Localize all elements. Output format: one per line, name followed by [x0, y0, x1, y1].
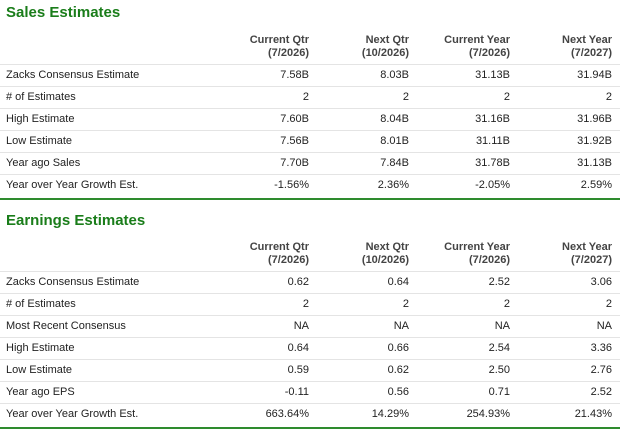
earnings-estimates-section: Earnings Estimates Current Qtr (7/2026) N…	[0, 208, 620, 429]
table-row: # of Estimates 2 2 2 2	[0, 293, 620, 316]
table-cell: 0.56	[317, 381, 417, 404]
table-row: Year over Year Growth Est. -1.56% 2.36% -2.…	[0, 173, 620, 196]
table-cell: -1.56%	[217, 173, 317, 196]
table-row: Zacks Consensus Estimate 0.62 0.64 2.52 3.06	[0, 271, 620, 294]
table-cell: 7.58B	[217, 63, 317, 86]
table-cell: 7.56B	[217, 129, 317, 152]
sales-estimates-table: Current Qtr (7/2026) Next Qtr (10/2026) Cu…	[0, 26, 620, 196]
table-cell: NA	[217, 315, 317, 338]
earnings-estimates-title: Earnings Estimates	[6, 211, 146, 229]
table-cell: 14.29%	[317, 403, 417, 425]
table-cell: 31.13B	[417, 63, 518, 86]
row-label: Low Estimate	[0, 129, 217, 152]
column-header: Current Year (7/2026)	[444, 33, 510, 59]
row-label: Most Recent Consensus	[0, 315, 217, 338]
row-label: High Estimate	[0, 337, 217, 360]
table-cell: 2	[417, 293, 518, 316]
table-cell: 31.78B	[417, 151, 518, 174]
column-header: Current Qtr (7/2026)	[249, 241, 309, 266]
table-cell: 7.60B	[217, 107, 317, 130]
table-cell: 2	[217, 85, 317, 108]
table-cell: 0.62	[217, 271, 317, 294]
table-row: Low Estimate 0.59 0.62 2.50 2.76	[0, 359, 620, 382]
row-label: Year ago EPS	[0, 381, 217, 404]
table-cell: 8.04B	[317, 107, 417, 130]
column-header: Next Qtr (10/2026)	[361, 241, 409, 266]
table-cell: -0.11	[217, 381, 317, 404]
table-cell: 0.64	[217, 337, 317, 360]
table-cell: 7.84B	[317, 151, 417, 174]
row-label: High Estimate	[0, 107, 217, 130]
row-label: Zacks Consensus Estimate	[0, 271, 217, 294]
table-cell: 2.36%	[317, 173, 417, 196]
table-cell: 8.03B	[317, 63, 417, 86]
table-cell: 2	[518, 293, 620, 316]
table-cell: 21.43%	[518, 403, 620, 425]
table-cell: 3.36	[518, 337, 620, 360]
column-header: Next Year (7/2027)	[562, 241, 612, 266]
table-cell: 2	[317, 85, 417, 108]
row-label-header	[0, 234, 217, 272]
table-cell: 2.59%	[518, 173, 620, 196]
table-row: High Estimate 7.60B 8.04B 31.16B 31.96B	[0, 107, 620, 130]
table-row: Most Recent Consensus NA NA NA NA	[0, 315, 620, 338]
row-label: Year ago Sales	[0, 151, 217, 174]
table-cell: 2.52	[417, 271, 518, 294]
sales-estimates-title: Sales Estimates	[6, 4, 121, 21]
table-cell: 31.16B	[417, 107, 518, 130]
table-cell: 2.54	[417, 337, 518, 360]
table-cell: 31.96B	[518, 107, 620, 130]
table-cell: 254.93%	[417, 403, 518, 425]
row-label: Year over Year Growth Est.	[0, 403, 217, 425]
row-label-header	[0, 26, 217, 64]
row-label: Low Estimate	[0, 359, 217, 382]
table-cell: NA	[317, 315, 417, 338]
table-cell: 2	[317, 293, 417, 316]
table-cell: 0.71	[417, 381, 518, 404]
table-cell: 0.59	[217, 359, 317, 382]
table-cell: 2	[217, 293, 317, 316]
table-cell: 2	[518, 85, 620, 108]
table-cell: 3.06	[518, 271, 620, 294]
table-cell: 0.66	[317, 337, 417, 360]
table-cell: 663.64%	[217, 403, 317, 425]
table-row: Zacks Consensus Estimate 7.58B 8.03B 31.13B…	[0, 63, 620, 86]
table-cell: -2.05%	[417, 173, 518, 196]
row-label: Zacks Consensus Estimate	[0, 63, 217, 86]
table-cell: 0.62	[317, 359, 417, 382]
table-cell: 2.52	[518, 381, 620, 404]
table-cell: 31.13B	[518, 151, 620, 174]
table-row: Year over Year Growth Est. 663.64% 14.29% 2…	[0, 403, 620, 425]
table-row: # of Estimates 2 2 2 2	[0, 85, 620, 108]
section-divider	[0, 427, 620, 429]
row-label: # of Estimates	[0, 293, 217, 316]
section-divider	[0, 197, 620, 200]
column-header: Next Year (7/2027)	[562, 33, 612, 59]
column-header: Current Year (7/2026)	[444, 241, 510, 266]
table-header-row: Current Qtr (7/2026) Next Qtr (10/2026) Cu…	[0, 234, 620, 272]
table-cell: NA	[417, 315, 518, 338]
sales-estimates-section: Sales Estimates Current Qtr (7/2026) Next…	[0, 0, 620, 200]
table-row: High Estimate 0.64 0.66 2.54 3.36	[0, 337, 620, 360]
table-header-row: Current Qtr (7/2026) Next Qtr (10/2026) Cu…	[0, 26, 620, 64]
table-cell: 31.11B	[417, 129, 518, 152]
table-cell: 2.76	[518, 359, 620, 382]
table-cell: 0.64	[317, 271, 417, 294]
table-cell: 2	[417, 85, 518, 108]
column-header: Current Qtr (7/2026)	[249, 33, 309, 59]
table-row: Low Estimate 7.56B 8.01B 31.11B 31.92B	[0, 129, 620, 152]
earnings-estimates-table: Current Qtr (7/2026) Next Qtr (10/2026) Cu…	[0, 234, 620, 425]
table-cell: 31.94B	[518, 63, 620, 86]
table-cell: 8.01B	[317, 129, 417, 152]
table-cell: 2.50	[417, 359, 518, 382]
column-header: Next Qtr (10/2026)	[361, 33, 409, 59]
table-row: Year ago EPS -0.11 0.56 0.71 2.52	[0, 381, 620, 404]
table-cell: 7.70B	[217, 151, 317, 174]
table-row: Year ago Sales 7.70B 7.84B 31.78B 31.13B	[0, 151, 620, 174]
row-label: # of Estimates	[0, 85, 217, 108]
row-label: Year over Year Growth Est.	[0, 173, 217, 196]
table-cell: 31.92B	[518, 129, 620, 152]
table-cell: NA	[518, 315, 620, 338]
